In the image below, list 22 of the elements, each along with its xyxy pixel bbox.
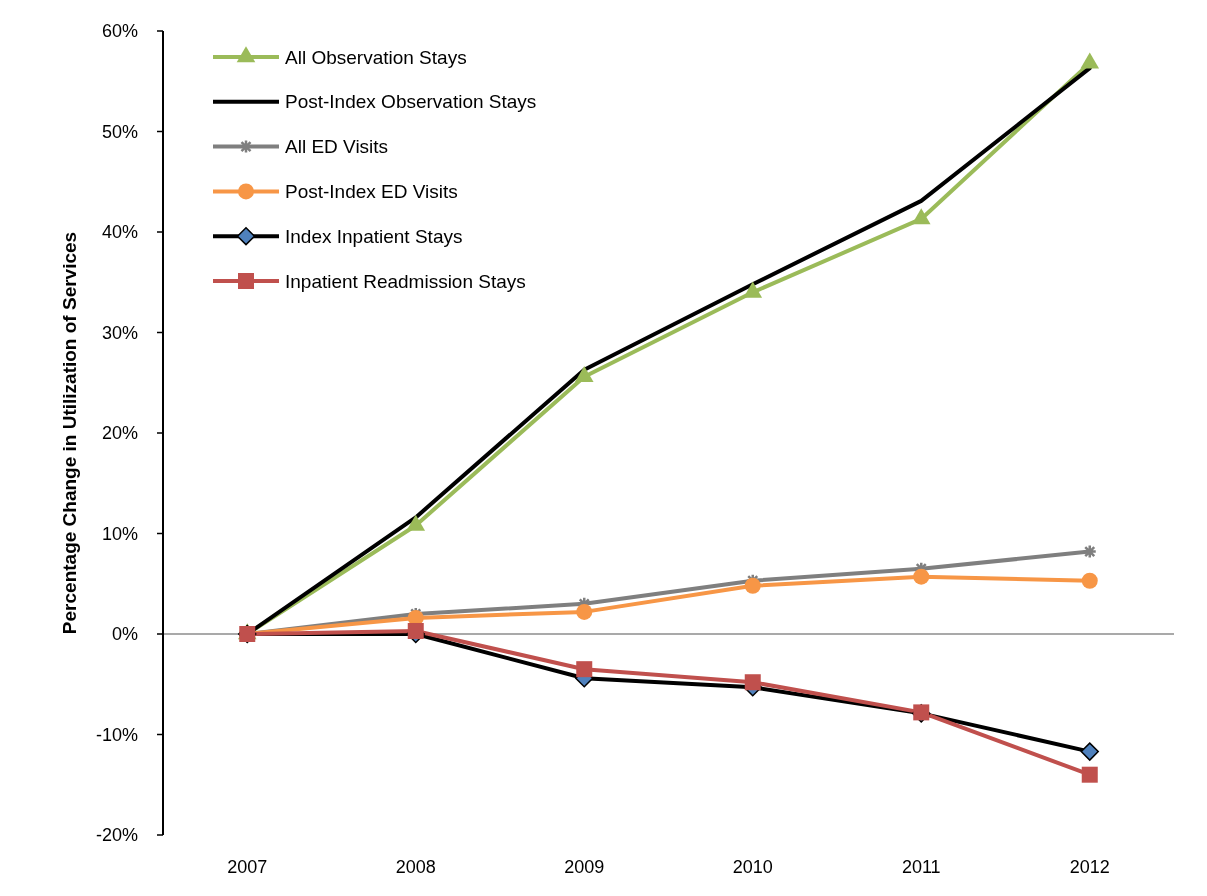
y-tick-label: 50%: [101, 121, 138, 142]
y-tick-label: 40%: [101, 222, 138, 243]
y-tick-label: 60%: [101, 21, 138, 42]
legend-label: Inpatient Readmission Stays: [285, 270, 526, 292]
x-tick-label: 2012: [1069, 857, 1110, 877]
x-tick-label: 2011: [901, 857, 941, 877]
legend-label: Post-Index ED Visits: [285, 181, 458, 203]
y-tick-label: 10%: [101, 523, 138, 544]
y-tick-label: 30%: [101, 322, 138, 343]
legend-label: All Observation Stays: [285, 46, 467, 68]
y-tick-label: 20%: [101, 423, 138, 444]
y-axis-title: Percentage Change in Utilization of Services: [59, 231, 80, 635]
x-tick-label: 2008: [395, 857, 436, 877]
x-tick-label: 2007: [227, 857, 268, 877]
y-tick-label: -20%: [95, 825, 138, 846]
y-tick-label: 0%: [111, 624, 138, 645]
x-tick-label: 2010: [732, 857, 773, 877]
y-tick-label: -10%: [95, 724, 138, 745]
legend-label: Index Inpatient Stays: [285, 225, 463, 247]
legend-label: Post-Index Observation Stays: [285, 91, 537, 113]
legend-label: All ED Visits: [285, 136, 389, 158]
x-tick-label: 2009: [564, 857, 605, 877]
